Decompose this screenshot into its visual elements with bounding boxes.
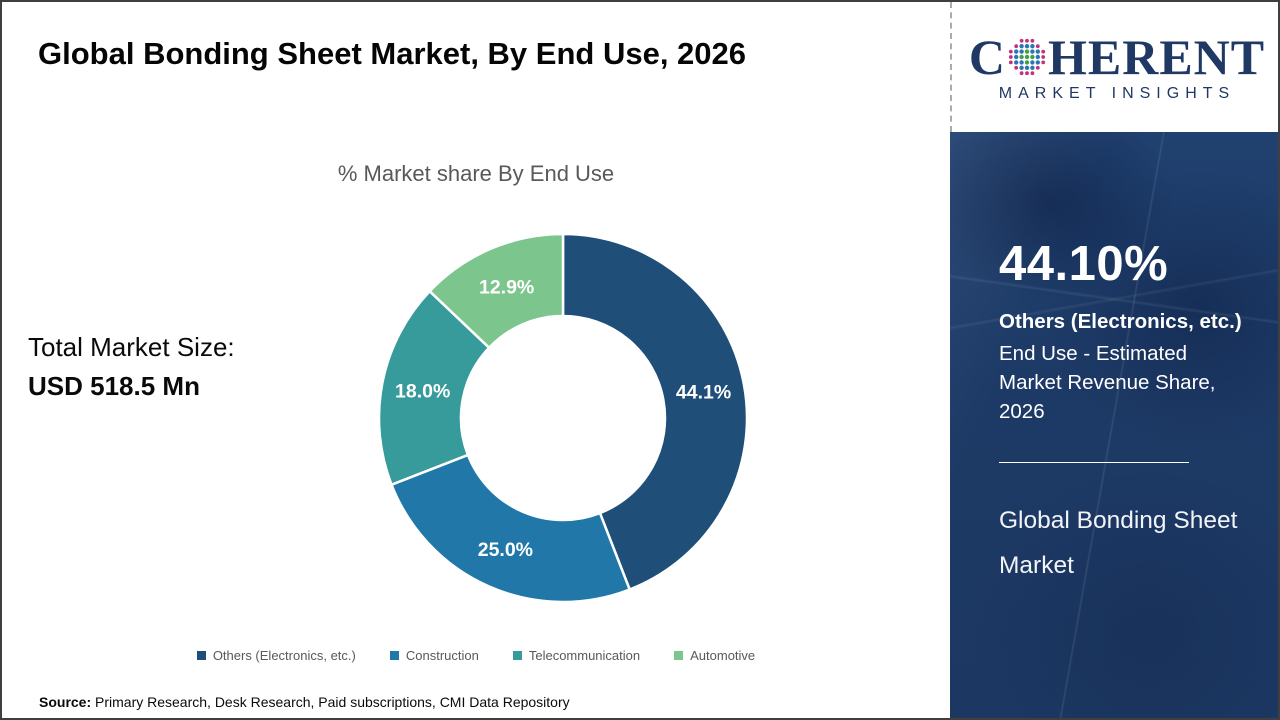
globe-dot: [1014, 43, 1019, 48]
globe-dot: [1013, 48, 1019, 54]
chart-subtitle: % Market share By End Use: [337, 161, 615, 186]
globe-dot: [1041, 49, 1046, 53]
legend-swatch-icon: [389, 651, 399, 660]
total-market-label: Total Market Size:: [28, 332, 235, 362]
globe-dot: [1008, 54, 1013, 59]
chart-legend: Others (Electronics, etc.) Construction Te…: [2, 648, 950, 663]
donut-slice-4: [428, 232, 565, 349]
sidebar-stat: 44.10%: [999, 237, 1169, 291]
globe-dot: [1030, 43, 1035, 48]
sidebar: 44.10% Others (Electronics, etc.) End Us…: [950, 132, 1278, 718]
brand-logo: C HERENT: [969, 32, 1265, 82]
globe-dot: [1025, 38, 1029, 43]
sidebar-stat-desc: End Use - Estimated Market Revenue Share…: [999, 342, 1216, 423]
logo-globe-icon: [1008, 38, 1046, 75]
donut-slice-3: [377, 289, 491, 486]
chart-panel: Global Bonding Sheet Market, By End Use,…: [2, 2, 950, 718]
legend-label: Construction: [405, 648, 479, 663]
legend-item: Others (Electronics, etc.): [196, 648, 356, 663]
globe-dot: [1035, 54, 1040, 59]
globe-dot: [1008, 60, 1013, 64]
slice-label-4: 12.9%: [479, 277, 534, 299]
legend-item: Construction: [389, 648, 479, 663]
globe-dot: [1019, 48, 1024, 54]
sidebar-market-name: Global Bonding Sheet Market: [999, 507, 1238, 579]
donut-svg: 44.1% 25.0% 18.0% 12.9%: [377, 232, 749, 604]
globe-dot: [1030, 59, 1035, 65]
globe-dot: [1013, 54, 1019, 59]
legend-item: Telecommunication: [512, 648, 641, 663]
globe-dot: [1024, 59, 1030, 65]
legend-swatch-icon: [674, 651, 684, 660]
sidebar-divider: [999, 462, 1189, 463]
globe-dot: [1030, 54, 1035, 59]
globe-dot: [1030, 65, 1035, 70]
logo-tagline: MARKET INSIGHTS: [998, 84, 1236, 102]
globe-dot: [1008, 49, 1013, 53]
total-market-size: Total Market Size: USD 518.5 Mn: [28, 328, 235, 406]
total-market-value: USD 518.5 Mn: [28, 371, 200, 401]
slice-label-1: 44.1%: [676, 382, 731, 404]
globe-dot: [1019, 43, 1024, 48]
globe-dot: [1024, 48, 1030, 54]
globe-dot: [1019, 54, 1024, 59]
globe-dot: [1035, 59, 1040, 65]
globe-dot: [1030, 38, 1035, 43]
source-text: Primary Research, Desk Research, Paid su…: [91, 694, 570, 710]
legend-item: Automotive: [674, 648, 755, 663]
donut-chart: 44.1% 25.0% 18.0% 12.9%: [373, 228, 753, 608]
legend-label: Telecommunication: [528, 648, 641, 663]
globe-dot: [1019, 38, 1024, 43]
globe-dot: [1013, 59, 1019, 65]
globe-dot: [1035, 65, 1040, 70]
globe-dot: [1019, 70, 1024, 75]
logo-letter-c: C: [968, 28, 1006, 85]
sidebar-stat-label: Others (Electronics, etc.): [999, 310, 1242, 333]
globe-dot: [1024, 65, 1030, 70]
slice-label-2: 25.0%: [478, 539, 533, 561]
legend-label: Automotive: [690, 648, 756, 663]
globe-dot: [1024, 54, 1030, 59]
donut-slice-1: [561, 232, 749, 591]
logo-wordmark: HERENT: [1047, 28, 1266, 85]
source-line: Source: Primary Research, Desk Research,…: [39, 694, 570, 710]
logo-area: C HERENT MARKET INSIGHTS: [950, 2, 1278, 132]
globe-dot: [1024, 43, 1030, 48]
page-title: Global Bonding Sheet Market, By End Use,…: [38, 36, 747, 71]
slice-label-3: 18.0%: [395, 380, 450, 402]
legend-swatch-icon: [512, 651, 522, 660]
globe-dot: [1041, 54, 1046, 59]
globe-dot: [1041, 60, 1046, 64]
source-label: Source:: [39, 694, 92, 710]
globe-dot: [1019, 65, 1024, 70]
donut-slice-2: [390, 453, 631, 604]
legend-label: Others (Electronics, etc.): [212, 648, 356, 663]
globe-dot: [1025, 70, 1029, 75]
globe-dot: [1014, 65, 1019, 70]
globe-dot: [1030, 70, 1035, 75]
globe-dot: [1019, 59, 1024, 65]
legend-swatch-icon: [196, 651, 206, 660]
globe-dot: [1035, 48, 1040, 54]
globe-dot: [1035, 43, 1040, 48]
globe-dot: [1030, 48, 1035, 54]
